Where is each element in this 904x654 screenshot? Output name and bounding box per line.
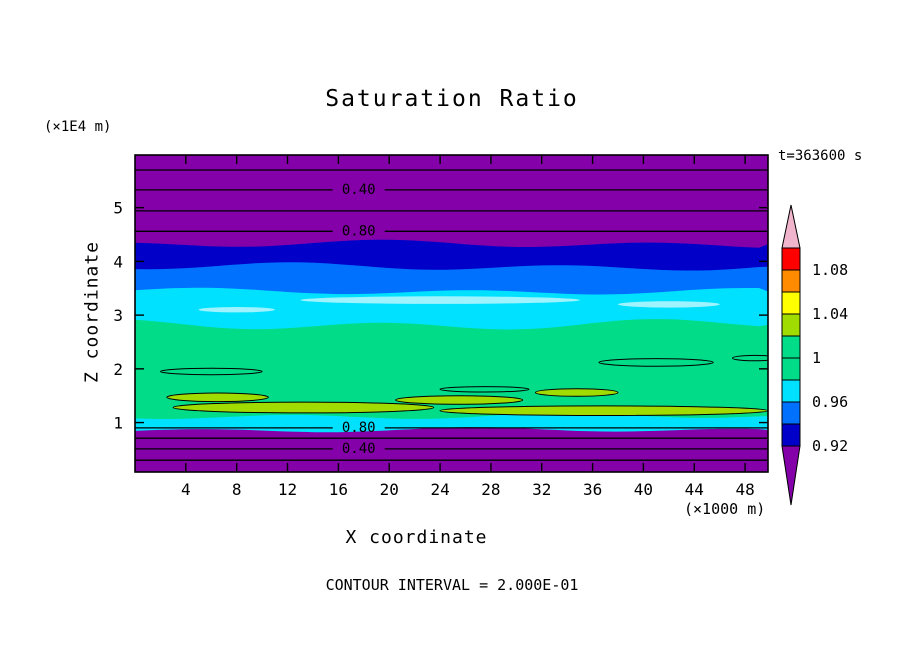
unit-contour-outline [160, 367, 263, 376]
x-tick-label: 4 [181, 480, 191, 499]
supersaturated-patch [439, 405, 768, 416]
x-tick-label: 44 [685, 480, 704, 499]
colorbar-segment [781, 423, 801, 447]
colorbar-segment [781, 313, 801, 337]
contour-interval-note: CONTOUR INTERVAL = 2.000E-01 [325, 576, 579, 594]
colorbar-tick-label: 1.08 [812, 261, 848, 279]
x-tick-label: 20 [380, 480, 399, 499]
colorbar-arrow-up [781, 204, 801, 249]
supersaturated-patch [395, 395, 524, 405]
colorbar-tick-label: 0.92 [812, 437, 848, 455]
plot-area: 0.40 0.80 0.80 0.40 [135, 155, 768, 472]
colorbar-tick-label: 1.04 [812, 305, 848, 323]
x-tick-label: 8 [232, 480, 242, 499]
time-label: t=363600 s [778, 148, 863, 164]
z-axis-units-label: (×1E4 m) [44, 119, 112, 135]
colorbar-segment [781, 247, 801, 271]
chart-title: Saturation Ratio [325, 86, 579, 112]
colorbar-segment [781, 401, 801, 425]
z-tick-label: 2 [113, 360, 123, 379]
colorbar-segment [781, 269, 801, 293]
x-tick-label: 28 [481, 480, 500, 499]
x-tick-label: 24 [430, 480, 449, 499]
moist-streak [618, 301, 720, 308]
colorbar-arrow-down [781, 445, 801, 506]
x-tick-label: 36 [583, 480, 602, 499]
z-tick-label: 5 [113, 199, 123, 218]
x-tick-label: 12 [278, 480, 297, 499]
contour-line-label: 0.40 [342, 182, 376, 198]
x-tick-label: 16 [329, 480, 348, 499]
moist-streak [300, 296, 580, 304]
moist-streak [198, 307, 275, 313]
plot-frame [134, 154, 769, 473]
colorbar-segment [781, 357, 801, 381]
colorbar-segment [781, 335, 801, 359]
unit-contour-outline [598, 358, 714, 367]
supersaturated-patch [172, 401, 435, 414]
x-axis-title: X coordinate [345, 527, 488, 548]
x-tick-label: 40 [634, 480, 653, 499]
z-tick-label: 4 [113, 252, 123, 271]
colorbar-segment [781, 379, 801, 403]
z-axis-title: Z coordinate [81, 240, 103, 384]
contour-line-label: 0.40 [342, 441, 376, 457]
colorbar-segment [781, 291, 801, 315]
z-tick-label: 3 [113, 306, 123, 325]
unit-contour-outline [732, 354, 768, 362]
x-tick-label: 48 [735, 480, 754, 499]
colorbar-tick-label: 0.96 [812, 393, 848, 411]
supersaturated-patch [534, 388, 619, 397]
contour-line-label: 0.80 [342, 223, 376, 239]
z-tick-label: 1 [113, 414, 123, 433]
x-axis-units-label: (×1000 m) [684, 500, 766, 518]
x-tick-label: 32 [532, 480, 551, 499]
unit-contour-outline [439, 386, 530, 393]
colorbar-tick-label: 1 [812, 349, 821, 367]
supersaturated-patch [166, 392, 269, 403]
contour-line-label: 0.80 [342, 420, 376, 436]
